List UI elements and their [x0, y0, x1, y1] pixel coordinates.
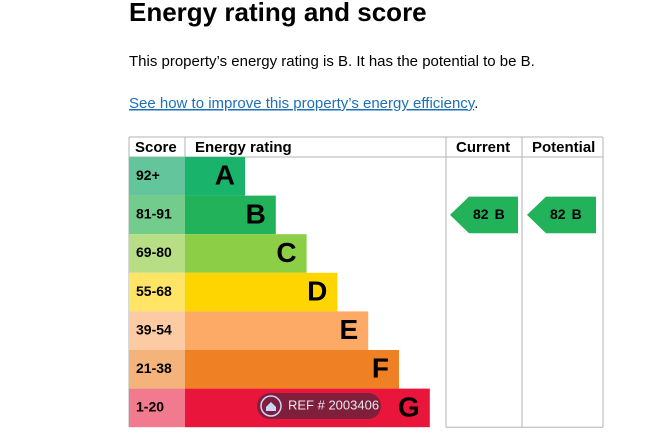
current-score: 82 — [473, 206, 489, 222]
watermark-text: REF # 2003406 — [288, 397, 379, 412]
rating-bar — [185, 311, 369, 350]
score-cell — [129, 195, 185, 235]
potential-label: 82 B — [550, 206, 582, 222]
rating-letter: F — [372, 353, 389, 384]
rating-letter: A — [215, 160, 235, 191]
score-label: 1-20 — [136, 399, 164, 415]
link-suffix: . — [474, 95, 478, 112]
title: Energy rating and score — [129, 0, 427, 27]
score-label: 92+ — [136, 167, 160, 183]
improve-link[interactable]: See how to improve this property’s energ… — [129, 95, 476, 112]
link-line: See how to improve this property’s energ… — [129, 95, 478, 112]
potential-arrow — [527, 196, 596, 234]
score-cell — [129, 350, 185, 389]
rating-bar — [185, 157, 245, 196]
score-label: 39-54 — [136, 321, 172, 337]
rating-letter: C — [276, 237, 296, 268]
score-label: 81-91 — [136, 206, 172, 222]
score-cell — [129, 311, 185, 350]
watermark-icon — [260, 395, 282, 417]
column-header: Score — [135, 139, 177, 156]
score-label: 69-80 — [136, 244, 172, 260]
rating-bar — [185, 272, 338, 312]
potential-letter: B — [572, 206, 582, 222]
watermark-pill — [257, 393, 381, 419]
current-label: 82 B — [473, 206, 505, 222]
rating-letter: B — [246, 198, 266, 229]
rating-letter: G — [398, 391, 420, 422]
rating-bar — [185, 350, 399, 389]
summary: This property’s energy rating is B. It h… — [129, 53, 535, 70]
column-header: Potential — [532, 139, 595, 156]
score-label: 55-68 — [136, 283, 172, 299]
score-label: 21-38 — [136, 360, 172, 376]
score-cell — [129, 388, 185, 428]
current-letter: B — [495, 206, 505, 222]
rating-letter: D — [307, 275, 327, 306]
column-header: Energy rating — [195, 139, 292, 156]
potential-score: 82 — [550, 206, 566, 222]
score-cell — [129, 157, 185, 196]
rating-bar — [185, 195, 276, 235]
column-header: Current — [456, 139, 510, 156]
watermark-house — [266, 402, 276, 411]
rating-bar — [185, 234, 307, 273]
score-cell — [129, 272, 185, 312]
score-cell — [129, 234, 185, 273]
rating-letter: E — [340, 314, 359, 345]
current-arrow — [450, 196, 518, 234]
